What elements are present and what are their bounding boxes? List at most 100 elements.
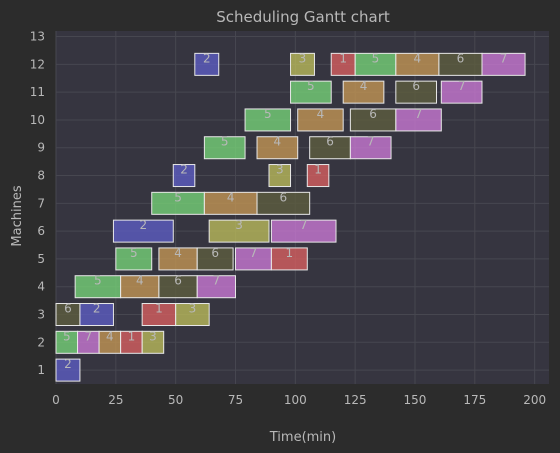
task-bar: 2 — [55, 357, 81, 382]
task-job-label: 7 — [458, 79, 466, 93]
task-bar: 4 — [395, 51, 440, 76]
task-bar: 6 — [395, 79, 438, 104]
task-job-label: 6 — [64, 302, 72, 316]
task-bar: 5 — [115, 246, 153, 271]
task-bar: 2 — [79, 302, 114, 327]
task-bar: 4 — [203, 190, 258, 215]
task-job-label: 4 — [227, 190, 235, 204]
x-tick-label: 50 — [168, 393, 183, 407]
task-bar: 3 — [268, 163, 292, 188]
task-job-label: 6 — [280, 190, 288, 204]
task-rect — [172, 164, 196, 188]
task-bar: 5 — [244, 107, 292, 132]
task-bar: 6 — [349, 107, 397, 132]
task-bar: 1 — [120, 329, 143, 354]
task-job-label: 4 — [274, 135, 282, 149]
task-bar: 1 — [306, 163, 330, 188]
y-tick-label: 8 — [37, 169, 45, 183]
task-bar: 2 — [112, 218, 174, 243]
task-job-label: 5 — [130, 246, 138, 260]
task-job-label: 6 — [412, 79, 420, 93]
task-job-label: 4 — [360, 79, 368, 93]
task-job-label: 3 — [189, 302, 197, 316]
task-rect — [395, 108, 442, 132]
task-rect — [208, 219, 270, 243]
task-bar: 4 — [297, 107, 344, 132]
y-tick-label: 10 — [30, 113, 45, 127]
task-rect — [203, 136, 246, 160]
task-bar: 3 — [175, 302, 210, 327]
task-bar: 7 — [196, 274, 236, 299]
task-rect — [175, 303, 210, 327]
task-job-label: 1 — [286, 246, 294, 260]
task-job-label: 2 — [64, 357, 72, 371]
task-bar: 6 — [196, 246, 234, 271]
task-rect — [440, 80, 483, 104]
task-job-label: 6 — [174, 274, 182, 288]
task-rect — [268, 164, 292, 188]
task-job-label: 5 — [372, 51, 380, 65]
y-tick-label: 4 — [37, 280, 45, 294]
task-job-label: 5 — [307, 79, 315, 93]
task-bar: 4 — [256, 135, 299, 160]
task-bar: 7 — [440, 79, 483, 104]
task-job-label: 2 — [93, 302, 101, 316]
task-rect — [349, 136, 392, 160]
task-rect — [112, 219, 174, 243]
task-bar: 4 — [98, 329, 122, 354]
task-bar: 6 — [309, 135, 351, 160]
x-tick-label: 100 — [284, 393, 307, 407]
task-bar: 5 — [151, 190, 205, 215]
task-rect — [342, 80, 385, 104]
x-tick-label: 25 — [108, 393, 123, 407]
y-tick-label: 12 — [30, 57, 45, 71]
x-tick-label: 200 — [523, 393, 546, 407]
task-rect — [244, 108, 292, 132]
y-tick-label: 5 — [37, 252, 45, 266]
task-job-label: 6 — [326, 135, 334, 149]
y-tick-label: 1 — [37, 363, 45, 377]
task-bar: 3 — [208, 218, 270, 243]
task-job-label: 7 — [500, 51, 508, 65]
y-tick-label: 9 — [37, 141, 45, 155]
task-bar: 4 — [158, 246, 198, 271]
x-tick-labels: 0 25 50 75 100 125 150 175 200 — [52, 393, 546, 407]
task-job-label: 5 — [221, 135, 229, 149]
x-tick-label: 75 — [228, 393, 243, 407]
task-bar: 7 — [481, 51, 526, 76]
task-bar: 7 — [395, 107, 442, 132]
chart-title: Scheduling Gantt chart — [216, 8, 390, 26]
task-job-label: 4 — [414, 51, 422, 65]
task-job-label: 3 — [235, 218, 243, 232]
task-rect — [270, 247, 308, 271]
task-rect — [196, 247, 234, 271]
x-tick-label: 0 — [52, 393, 60, 407]
y-tick-label: 11 — [30, 85, 45, 99]
task-bar: 6 — [438, 51, 483, 76]
task-bar: 7 — [270, 218, 337, 243]
task-job-label: 7 — [367, 135, 375, 149]
task-bar: 7 — [349, 135, 392, 160]
x-tick-label: 150 — [404, 393, 427, 407]
task-bar: 5 — [290, 79, 332, 104]
task-bar: 1 — [330, 51, 356, 76]
task-rect — [297, 108, 344, 132]
task-rect — [270, 219, 337, 243]
task-rect — [306, 164, 330, 188]
task-job-label: 7 — [250, 246, 258, 260]
x-tick-label: 125 — [344, 393, 367, 407]
y-tick-label: 6 — [37, 224, 45, 238]
task-job-label: 6 — [369, 107, 377, 121]
task-rect — [290, 80, 332, 104]
task-job-label: 7 — [300, 218, 308, 232]
task-job-label: 7 — [415, 107, 423, 121]
task-job-label: 3 — [299, 51, 307, 65]
task-job-label: 5 — [174, 190, 182, 204]
task-rect — [194, 52, 220, 76]
x-tick-label: 175 — [463, 393, 486, 407]
task-rect — [481, 52, 526, 76]
y-tick-label: 2 — [37, 335, 45, 349]
task-job-label: 4 — [106, 329, 114, 343]
task-rect — [79, 303, 114, 327]
